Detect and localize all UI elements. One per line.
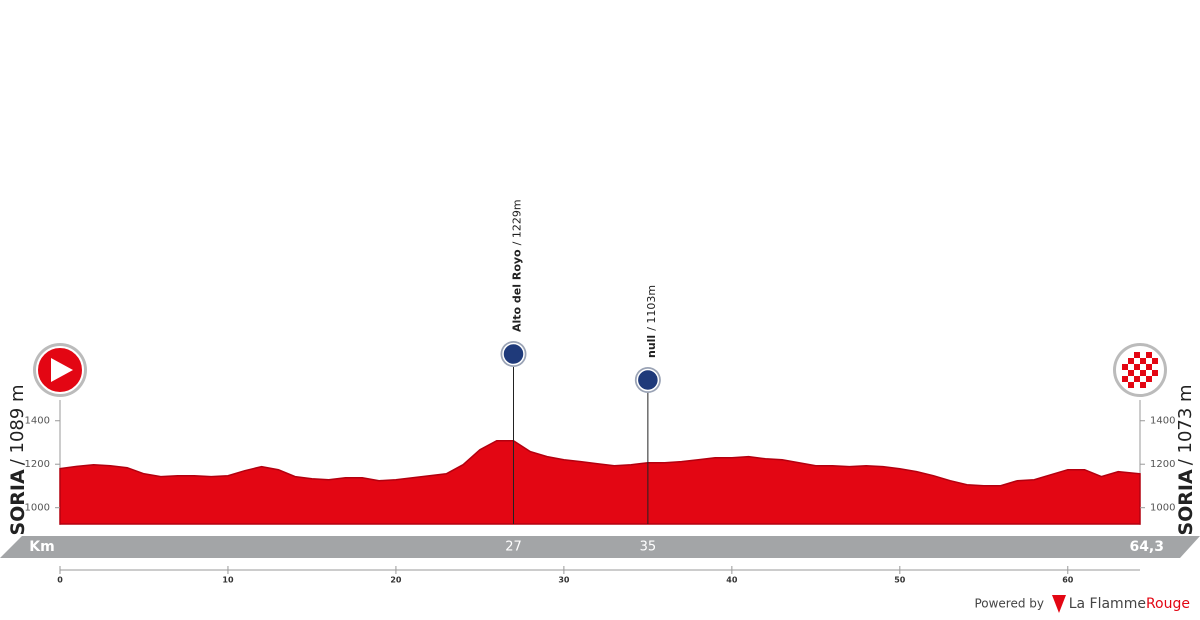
finish-check [1134, 376, 1140, 382]
climb-label: null / 1103m [645, 285, 658, 358]
finish-check [1128, 370, 1134, 376]
start-label: SORIA / 1089 m [7, 384, 29, 535]
climb-elevation: / 1103m [645, 285, 658, 331]
start-name: SORIA [7, 469, 29, 536]
brand-a: La Flamme [1069, 596, 1146, 612]
finish-check [1134, 364, 1140, 370]
climb-elevation: / 1229m [510, 199, 523, 245]
x-tick-label: 40 [726, 576, 738, 585]
finish-name: SORIA [1175, 469, 1197, 536]
climb-name: Alto del Royo [510, 249, 523, 332]
finish-check [1140, 382, 1146, 388]
start-arrow [51, 358, 73, 382]
x-tick-label: 60 [1062, 576, 1074, 585]
brand: La FlammeRouge [1069, 596, 1190, 612]
finish-label: SORIA / 1073 m [1175, 384, 1197, 535]
finish-check [1152, 358, 1158, 364]
finish-check [1122, 376, 1128, 382]
powered-by: Powered by [974, 597, 1044, 611]
brand-logo [1052, 595, 1066, 613]
y-tick-label: 1000 [25, 503, 50, 514]
finish-check [1146, 376, 1152, 382]
climb-km: 27 [505, 540, 522, 555]
brand-b: Rouge [1146, 596, 1190, 612]
finish-check [1140, 370, 1146, 376]
climb-icon-inner [636, 368, 660, 392]
finish-check [1152, 370, 1158, 376]
start-elevation: / 1089 m [7, 384, 28, 465]
finish-check [1128, 382, 1134, 388]
y-tick-label: 1200 [25, 459, 50, 470]
x-tick-label: 30 [558, 576, 570, 585]
finish-check [1134, 352, 1140, 358]
finish-elevation: / 1073 m [1175, 384, 1196, 465]
y-tick-label-right: 1400 [1150, 416, 1175, 427]
total-distance: 64,3 [1129, 539, 1164, 555]
y-tick-label: 1400 [25, 416, 50, 427]
finish-check [1146, 352, 1152, 358]
km-label: Km [29, 539, 54, 555]
y-tick-label-right: 1000 [1150, 503, 1175, 514]
climb-icon-inner [502, 342, 525, 366]
x-tick-label: 10 [222, 576, 234, 585]
climb-label: Alto del Royo / 1229m [510, 199, 523, 332]
y-tick-label-right: 1200 [1150, 459, 1175, 470]
elevation-area [59, 439, 1141, 525]
climb-name: null [645, 335, 658, 358]
finish-check [1128, 358, 1134, 364]
climb-km: 35 [640, 540, 657, 555]
finish-check [1140, 358, 1146, 364]
x-tick-label: 50 [894, 576, 906, 585]
x-tick-label: 20 [390, 576, 402, 585]
finish-check [1146, 364, 1152, 370]
finish-check [1122, 364, 1128, 370]
x-tick-label: 0 [57, 576, 63, 585]
distance-bar [0, 536, 1200, 558]
